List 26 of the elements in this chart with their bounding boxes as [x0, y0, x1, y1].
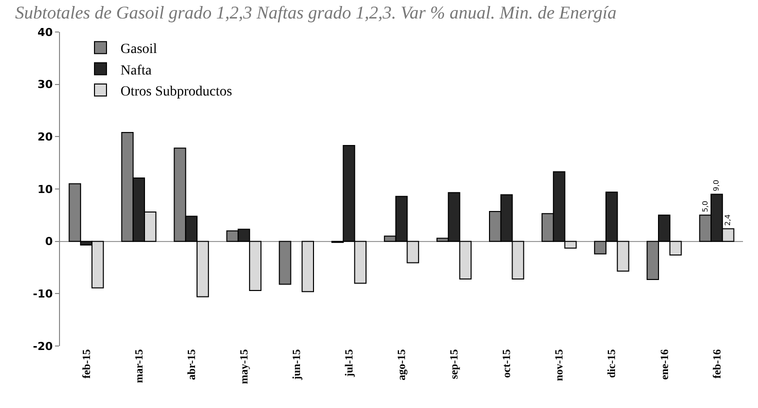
y-tick-label: -20: [32, 340, 54, 353]
x-tick-label: may-15: [238, 348, 250, 384]
legend-label: Nafta: [120, 63, 152, 78]
x-tick-label: oct-15: [501, 348, 514, 378]
chart-title: Subtotales de Gasoil grado 1,2,3 Naftas grado 1,2,3. Var % anual. Min. de Energía: [15, 2, 616, 23]
legend-label: Gasoil: [120, 42, 158, 58]
x-tick-label: abr-15: [186, 348, 198, 380]
legend-label: Otros Subproductos: [120, 84, 232, 100]
bar: [278, 240, 292, 285]
y-tick-label: 10: [37, 182, 54, 196]
x-tick-label: ene-16: [658, 348, 671, 380]
x-tick-label: sep-15: [448, 348, 461, 380]
x-tick-label: nov-15: [554, 348, 566, 381]
x-tick-label: feb-15: [80, 348, 93, 379]
y-tick-label: 40: [37, 26, 54, 39]
bar: [302, 240, 314, 292]
y-tick-label: -10: [32, 288, 54, 301]
x-tick-label: mar-15: [133, 348, 146, 384]
y-tick-label: 30: [37, 78, 54, 92]
x-tick-label: jun-15: [290, 348, 303, 381]
x-tick-label: ago-15: [396, 348, 408, 380]
y-tick-label: 20: [37, 130, 54, 144]
x-tick-label: dic-15: [606, 348, 618, 378]
x-tick-label: jul-15: [344, 348, 356, 378]
y-tick-label: 0: [45, 235, 54, 248]
x-tick-label: feb-16: [711, 348, 724, 379]
